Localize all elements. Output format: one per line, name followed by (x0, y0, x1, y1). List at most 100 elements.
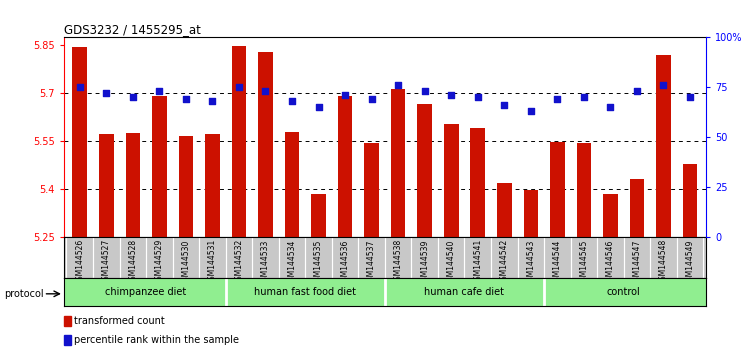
Point (605, 104, 617, 110)
Bar (418, 104, 432, 237)
Point (392, 82, 404, 88)
Point (657, 82, 669, 88)
Bar (152, 96, 167, 237)
Bar (226, 237, 252, 278)
Text: GSM144533: GSM144533 (261, 239, 270, 286)
Bar (464, 237, 491, 278)
Bar (285, 132, 300, 237)
Text: GSM144539: GSM144539 (421, 239, 429, 286)
Text: GSM144534: GSM144534 (288, 239, 297, 286)
Bar (93, 237, 119, 278)
Text: GSM144544: GSM144544 (553, 239, 562, 286)
Bar (491, 237, 517, 278)
Point (74, 84, 86, 90)
Text: GSM144549: GSM144549 (686, 239, 695, 286)
Text: GSM144546: GSM144546 (606, 239, 615, 286)
Point (127, 94, 139, 100)
Point (366, 96, 378, 102)
Bar (173, 237, 199, 278)
Bar (332, 237, 358, 278)
Bar (683, 164, 698, 237)
Bar (199, 237, 226, 278)
Bar (67, 237, 93, 278)
Text: GSM144542: GSM144542 (499, 239, 508, 285)
Bar (603, 194, 618, 237)
Bar (571, 237, 597, 278)
Point (101, 90, 113, 96)
Bar (72, 47, 87, 237)
Bar (306, 237, 332, 278)
Text: GSM144531: GSM144531 (208, 239, 217, 285)
Text: GSM144526: GSM144526 (75, 239, 84, 285)
Bar (650, 237, 677, 278)
Text: human fast food diet: human fast food diet (255, 287, 356, 297)
Bar (677, 237, 703, 278)
Bar (358, 237, 385, 278)
Bar (179, 136, 193, 237)
Bar (656, 55, 671, 237)
Bar (146, 237, 173, 278)
Bar (279, 237, 306, 278)
Text: GSM144548: GSM144548 (659, 239, 668, 285)
Bar (258, 52, 273, 237)
Text: chimpanzee diet: chimpanzee diet (105, 287, 187, 297)
Bar (252, 237, 279, 278)
Point (180, 96, 192, 102)
Point (578, 94, 590, 100)
Text: GSM144529: GSM144529 (155, 239, 164, 285)
Text: percentile rank within the sample: percentile rank within the sample (74, 335, 240, 345)
Point (286, 98, 298, 104)
Point (260, 88, 272, 94)
Bar (438, 237, 464, 278)
Text: GSM144545: GSM144545 (579, 239, 588, 286)
Text: GSM144530: GSM144530 (182, 239, 191, 286)
Point (445, 92, 457, 98)
Bar (517, 237, 544, 278)
Bar (597, 237, 623, 278)
Text: protocol: protocol (4, 289, 44, 299)
Text: GSM144547: GSM144547 (632, 239, 641, 286)
Bar (391, 89, 406, 237)
Bar (629, 179, 644, 237)
Bar (523, 190, 538, 237)
Bar (125, 133, 140, 237)
Bar (623, 237, 650, 278)
Bar (470, 129, 485, 237)
Bar (119, 237, 146, 278)
Point (631, 88, 643, 94)
Bar (412, 237, 438, 278)
Bar (497, 183, 511, 237)
Bar (311, 194, 326, 237)
Bar (444, 124, 459, 237)
Point (233, 84, 245, 90)
Point (207, 98, 219, 104)
Bar (99, 134, 113, 237)
Bar (544, 237, 571, 278)
Point (153, 88, 165, 94)
Bar (385, 237, 412, 278)
Text: human cafe diet: human cafe diet (424, 287, 505, 297)
Point (525, 108, 537, 114)
Text: transformed count: transformed count (74, 316, 165, 326)
Text: GSM144541: GSM144541 (473, 239, 482, 285)
Point (684, 94, 696, 100)
Text: GSM144535: GSM144535 (314, 239, 323, 286)
Point (551, 96, 563, 102)
Text: GSM144527: GSM144527 (102, 239, 111, 285)
Point (498, 102, 510, 108)
Bar (364, 143, 379, 237)
Text: GSM144528: GSM144528 (128, 239, 137, 285)
Text: GDS3232 / 1455295_at: GDS3232 / 1455295_at (64, 23, 201, 36)
Text: GSM144538: GSM144538 (394, 239, 403, 285)
Bar (231, 46, 246, 237)
Text: GSM144532: GSM144532 (234, 239, 243, 285)
Point (312, 104, 324, 110)
Text: GSM144540: GSM144540 (447, 239, 456, 286)
Bar (577, 143, 591, 237)
Text: GSM144543: GSM144543 (526, 239, 535, 286)
Text: GSM144537: GSM144537 (367, 239, 376, 286)
Point (472, 94, 484, 100)
Bar (338, 96, 352, 237)
Text: control: control (607, 287, 641, 297)
Bar (205, 134, 220, 237)
